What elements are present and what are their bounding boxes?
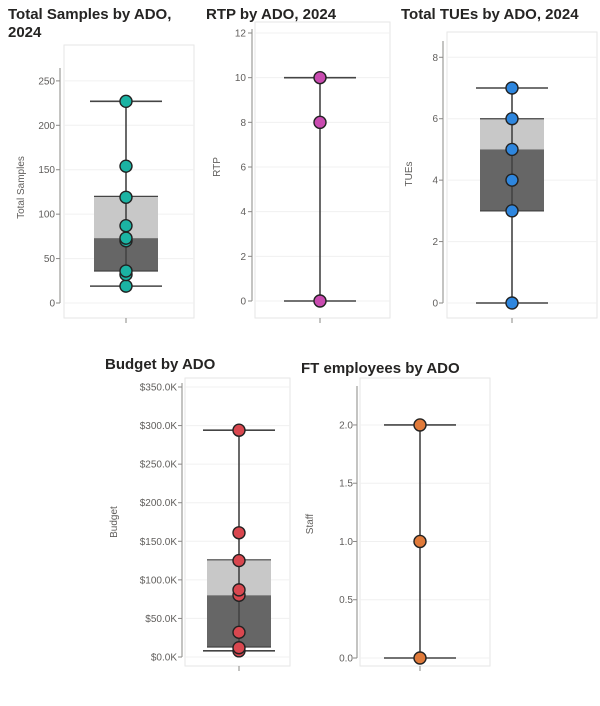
y-tick-label: 2 [432,237,438,248]
y-tick-label: 250 [38,76,55,87]
data-point [232,625,246,640]
y-tick-label: 0.0 [339,654,353,665]
chart-total-samples: Total Samples by ADO, 2024 0 50 100 150 200 2… [0,0,195,330]
y-tick-label: 4 [240,207,246,218]
plot-frame [254,21,391,319]
chart-title: FT employees by ADO [301,360,460,377]
plot-frame [63,44,195,319]
chart-plot: 0 50 100 150 200 250 Total Samples [16,44,195,323]
data-point [413,418,427,432]
data-point [505,173,519,187]
y-axis-label: Budget [109,506,120,538]
data-point [119,264,133,278]
data-point [232,641,246,655]
y-tick-label: 0 [49,299,55,310]
data-point [505,142,519,157]
chart-plot: $0.0K $50.0K $100.0K $150.0K $200.0K $250.0K $… [109,377,291,671]
y-tick-label: 100 [38,210,55,221]
chart-title: RTP by ADO, 2024 [206,6,337,23]
y-tick-label: 10 [235,73,247,84]
y-tick-label: 0.5 [339,595,353,606]
data-point [413,534,427,549]
y-tick-label: $350.0K [140,383,178,394]
y-tick-label: $150.0K [140,537,178,548]
chart-plot: 0 2 4 6 8 TUEs [404,31,598,323]
chart-title: Budget by ADO [105,356,216,373]
data-point [232,526,246,540]
y-tick-label: 200 [38,121,55,132]
y-tick-label: 8 [240,118,246,129]
y-tick-label: 2 [240,252,246,263]
plot-frame [359,377,491,667]
y-axis-label: Staff [305,514,316,535]
data-point [119,94,133,109]
data-point [505,296,519,310]
y-axis-label: Total Samples [16,156,27,219]
y-tick-label: 12 [235,29,247,40]
data-point [232,423,246,437]
y-tick-label: 150 [38,165,55,176]
plot-frame [446,31,598,319]
data-point [119,279,133,293]
data-point [313,294,327,308]
y-tick-label: 1.5 [339,479,353,490]
y-tick-label: $0.0K [151,653,177,664]
chart-ft-employees: FT employees by ADO 0.0 0.5 1.0 1.5 2.0 Staff [295,350,495,706]
chart-plot: 0.0 0.5 1.0 1.5 2.0 Staff [305,377,491,671]
chart-budget: Budget by ADO $0.0K $50.0K $100.0K $150.0K $… [95,350,300,706]
y-tick-label: 2.0 [339,420,353,431]
chart-total-tues: Total TUEs by ADO, 2024 0 2 4 6 8 TUEs [395,0,600,330]
plot-frame [184,377,291,667]
y-tick-label: 50 [44,254,56,265]
y-tick-label: 0 [240,297,246,308]
chart-rtp: RTP by ADO, 2024 0 2 4 6 8 10 12 RTP [200,0,395,330]
data-point [232,583,246,597]
y-tick-label: 4 [432,176,438,187]
data-point [505,204,519,218]
data-point [413,651,427,665]
data-point [119,190,133,204]
data-point [119,159,133,173]
chart-title: Total TUEs by ADO, 2024 [401,6,579,23]
y-tick-label: $300.0K [140,421,178,432]
data-point [119,231,133,245]
y-axis-label: RTP [212,157,223,177]
y-tick-label: $200.0K [140,498,178,509]
y-tick-label: 6 [240,163,246,174]
data-point [505,81,519,95]
y-tick-label: 1.0 [339,537,353,548]
y-tick-label: $50.0K [145,614,177,625]
y-tick-label: $250.0K [140,460,178,471]
data-point [505,112,519,126]
y-tick-label: 0 [432,299,438,310]
data-point [313,115,327,130]
y-tick-label: $100.0K [140,575,178,586]
data-point [119,219,133,233]
chart-title: Total Samples by ADO, 2024 [8,6,172,41]
y-tick-label: 6 [432,114,438,125]
y-axis-label: TUEs [404,162,415,187]
data-point [313,70,327,85]
y-tick-label: 8 [432,53,438,64]
chart-plot: 0 2 4 6 8 10 12 RTP [212,21,391,323]
data-point [232,553,246,568]
